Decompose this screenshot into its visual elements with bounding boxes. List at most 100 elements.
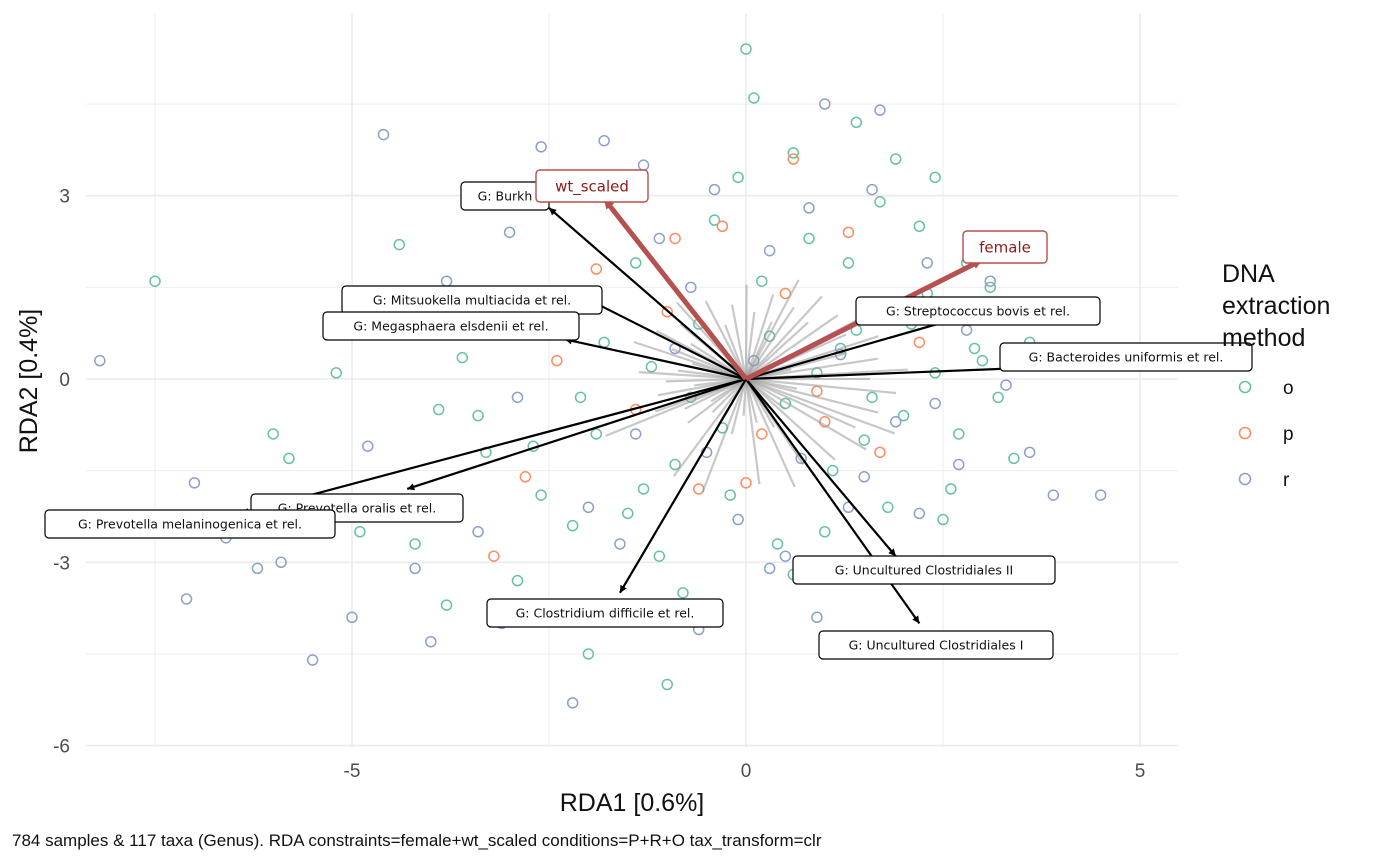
legend-key-r [1238, 472, 1252, 486]
taxa-arrow [564, 338, 747, 381]
sample-point-o [945, 483, 957, 495]
caption: 784 samples & 117 taxa (Genus). RDA cons… [12, 831, 822, 850]
sample-point-r [858, 471, 870, 483]
minor-taxa-line [745, 306, 795, 380]
minor-taxa-line [693, 377, 747, 387]
sample-point-r [251, 562, 264, 575]
taxa-arrow [241, 377, 747, 515]
minor-taxa-line [704, 300, 747, 380]
sample-point-r [803, 202, 815, 214]
legend-label-p: p [1283, 424, 1294, 445]
minor-taxa-line [605, 377, 747, 437]
sample-point-o [787, 147, 800, 159]
sample-point-o [866, 391, 878, 404]
sample-point-o [535, 489, 547, 501]
sample-point-o [937, 513, 949, 526]
taxa-arrow-head [912, 615, 920, 624]
sample-point-o [834, 342, 847, 355]
sample-point-o [842, 257, 855, 269]
sample-point-o [968, 342, 981, 355]
minor-taxa-line [745, 378, 867, 451]
minor-taxa-line [745, 295, 823, 380]
taxa-arrow-head [407, 483, 416, 491]
constraint-arrow [602, 197, 748, 381]
sample-point-r [653, 232, 666, 245]
sample-point-o [748, 92, 760, 104]
taxa-label-box [855, 296, 1101, 326]
sample-point-o [889, 153, 902, 165]
minor-taxa-line [745, 357, 878, 381]
taxa-arrow-head [619, 584, 627, 593]
sample-point-r [535, 141, 547, 153]
sample-point-r [409, 562, 421, 575]
sample-point-r [874, 104, 886, 116]
minor-taxa-line [744, 284, 748, 380]
sample-point-o [440, 599, 453, 611]
minor-taxa-line [745, 377, 879, 414]
arrow-labels: G: Burkh G: Mitsuokella multiacida et rel… [44, 169, 1253, 660]
sample-point-o [929, 367, 941, 379]
constraint-label: wt_scaled [555, 178, 629, 197]
taxa-arrow [587, 298, 747, 380]
sample-point-p [519, 471, 532, 483]
minor-taxa-line [742, 378, 748, 416]
sample-point-r [425, 635, 437, 648]
sample-point-o [858, 434, 870, 446]
taxa-label: G: Uncultured Clostridiales I [849, 638, 1024, 653]
sample-point-r [763, 244, 776, 257]
taxa-arrow [406, 377, 747, 491]
sample-point-o [590, 428, 603, 440]
sample-point-p [716, 220, 729, 232]
minor-taxa-line [724, 324, 748, 380]
sample-point-p [669, 232, 681, 245]
sample-point-o [756, 275, 768, 287]
taxa-label-box [486, 598, 724, 628]
sample-point-r [1000, 379, 1012, 391]
minor-taxa-line [690, 342, 747, 380]
sample-point-o [622, 507, 634, 520]
minor-taxa-line [744, 321, 773, 380]
legend: DNA extraction method o p r [1222, 260, 1330, 491]
minor-taxa-line [745, 377, 896, 435]
minor-taxa-line [731, 304, 748, 380]
y-tick-label: -6 [53, 737, 70, 758]
sample-point-o [771, 538, 784, 550]
minor-taxa-line [672, 378, 747, 477]
sample-point-o [819, 526, 831, 538]
sample-point-r [921, 257, 933, 269]
sample-point-p [842, 226, 855, 239]
minor-taxa-line [744, 294, 775, 380]
legend-label-o: o [1283, 378, 1294, 399]
sample-point-o [637, 483, 650, 495]
sample-point-r [779, 550, 792, 562]
sample-point-r [362, 440, 374, 452]
sample-point-r [275, 556, 287, 569]
sample-point-r [440, 275, 453, 287]
sample-point-p [590, 263, 603, 275]
minor-taxa-line [710, 378, 747, 403]
legend-label-r: r [1283, 470, 1290, 491]
sample-point-r [180, 593, 193, 605]
minor-taxa-line [745, 314, 839, 380]
x-tick-label: 5 [1135, 761, 1146, 782]
sample-point-o [874, 196, 886, 208]
sample-point-o [803, 232, 815, 245]
loading-arrows [241, 197, 1054, 625]
sample-point-r [953, 458, 965, 471]
taxa-label: G: Megasphaera elsdenii et rel. [353, 319, 548, 334]
sample-point-r [629, 428, 642, 440]
y-tick-label: 0 [59, 370, 70, 391]
sample-point-o [897, 409, 910, 422]
taxa-arrow [745, 316, 960, 381]
sample-point-o [409, 538, 421, 550]
sample-point-r [582, 501, 595, 514]
y-tick-label: -3 [53, 553, 70, 574]
sample-point-o [598, 336, 610, 349]
sample-point-p [692, 483, 705, 495]
sample-point-r [685, 281, 697, 294]
legend-key-o [1238, 380, 1252, 394]
sample-point-r [708, 183, 721, 196]
sample-point-p [488, 550, 500, 562]
taxa-label: G: Streptococcus bovis et rel. [886, 304, 1070, 319]
